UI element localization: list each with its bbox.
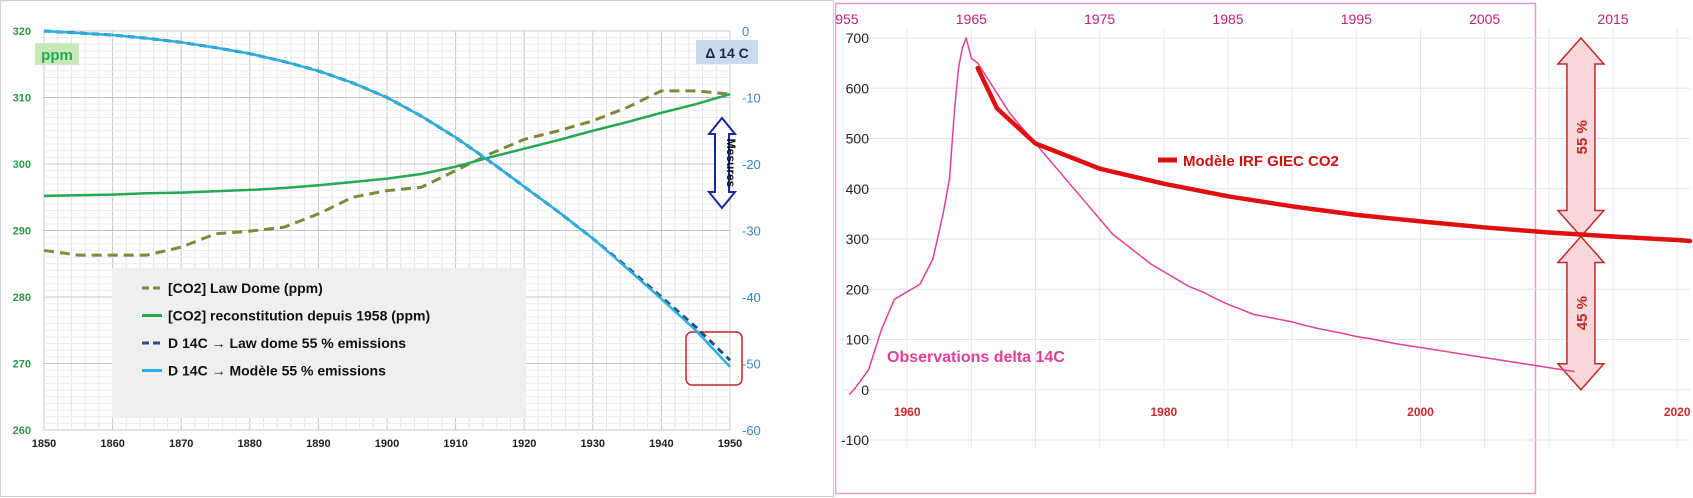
- top-x-tick-label: 1955: [835, 11, 859, 27]
- left-x-tick-label: 1850: [32, 438, 56, 450]
- left-x-tick-label: 1880: [238, 438, 262, 450]
- legend-label-2: D 14C → Law dome 55 % emissions: [168, 335, 406, 351]
- right-y-tick-label: 700: [846, 30, 870, 46]
- observations-legend-label: Observations delta 14C: [887, 349, 1065, 366]
- right-y-tick-label: 400: [846, 181, 870, 197]
- right-axis-tick-label: -50: [742, 357, 761, 372]
- right-axis-tick-label: -40: [742, 290, 761, 305]
- left-y-tick-label: 280: [13, 292, 31, 304]
- model-irf-line: [975, 65, 1693, 244]
- bottom-x-tick-label: 1980: [1150, 405, 1177, 419]
- delta14c-unit-label: Δ 14 C: [705, 45, 749, 61]
- left-y-tick-label: 260: [13, 425, 31, 437]
- right-axis-tick-label: -30: [742, 224, 761, 239]
- observations-line: [848, 37, 1575, 396]
- left-y-tick-label: 290: [13, 226, 31, 238]
- right-y-tick-label: 200: [846, 281, 870, 297]
- model-legend-label: Modèle IRF GIEC CO2: [1183, 153, 1339, 170]
- bottom-x-tick-label: 2000: [1407, 405, 1434, 419]
- left-x-tick-label: 1860: [100, 438, 124, 450]
- label-45-percent: 45 %: [1574, 296, 1591, 330]
- legend-label-1: [CO2] reconstitution depuis 1958 (ppm): [168, 308, 430, 324]
- right-axis-tick-label: -20: [742, 157, 761, 172]
- top-x-tick-label: 1965: [956, 11, 987, 27]
- left-chart: 1850 1860 1870 1880 1890 1900 1910 1920 1930 1940…: [0, 0, 834, 497]
- right-y-tick-label: 500: [846, 131, 870, 147]
- legend-label-0: [CO2] Law Dome (ppm): [168, 280, 323, 296]
- right-y-tick-label: 600: [846, 80, 870, 96]
- right-y-tick-label: -100: [841, 432, 869, 448]
- top-x-tick-label: 2015: [1597, 11, 1628, 27]
- label-55-percent: 55 %: [1574, 120, 1591, 154]
- right-axis-tick-label: 0: [742, 24, 749, 39]
- ppm-label-bg: [35, 43, 79, 65]
- left-x-tick-label: 1870: [169, 438, 193, 450]
- legend-box: [112, 268, 526, 418]
- series-line-3: [43, 29, 731, 368]
- right-axis-tick-label: -60: [742, 423, 761, 438]
- left-y-tick-label: 320: [13, 26, 31, 38]
- right-y-tick-label: 300: [846, 231, 870, 247]
- left-x-tick-label: 1940: [649, 438, 673, 450]
- top-x-tick-label: 2005: [1469, 11, 1500, 27]
- legend-label-3: D 14C → Modèle 55 % emissions: [168, 363, 386, 379]
- right-panel-frame: [835, 2, 1537, 495]
- mesures-double-arrow: [706, 116, 738, 210]
- delta14c-label-bg: [696, 40, 758, 64]
- ppm-unit-label: ppm: [41, 47, 73, 64]
- top-x-tick-label: 1975: [1084, 11, 1115, 27]
- left-x-tick-label: 1920: [512, 438, 536, 450]
- arrow-45-percent: [1556, 235, 1606, 391]
- right-axis-tick-label: -10: [742, 91, 761, 106]
- left-y-tick-label: 300: [13, 159, 31, 171]
- left-x-tick-label: 1930: [581, 438, 605, 450]
- series-line-0: [43, 89, 731, 257]
- mesures-label: Mesures: [724, 139, 738, 188]
- bottom-x-tick-label: 1960: [894, 405, 921, 419]
- series-line-1: [43, 92, 731, 198]
- left-x-tick-label: 1890: [306, 438, 330, 450]
- bottom-x-tick-label: 2020: [1664, 405, 1691, 419]
- left-y-tick-label: 270: [13, 359, 31, 371]
- left-x-tick-label: 1900: [375, 438, 399, 450]
- left-x-tick-label: 1950: [718, 438, 742, 450]
- right-y-tick-label: 100: [846, 332, 870, 348]
- top-x-tick-label: 1985: [1212, 11, 1243, 27]
- right-y-tick-label: 0: [861, 382, 869, 398]
- right-chart: 1955196519751985199520052015196019802000…: [835, 2, 1693, 495]
- highlight-box: [685, 331, 743, 386]
- left-y-tick-label: 310: [13, 93, 31, 105]
- top-x-tick-label: 1995: [1341, 11, 1372, 27]
- left-x-tick-label: 1910: [443, 438, 467, 450]
